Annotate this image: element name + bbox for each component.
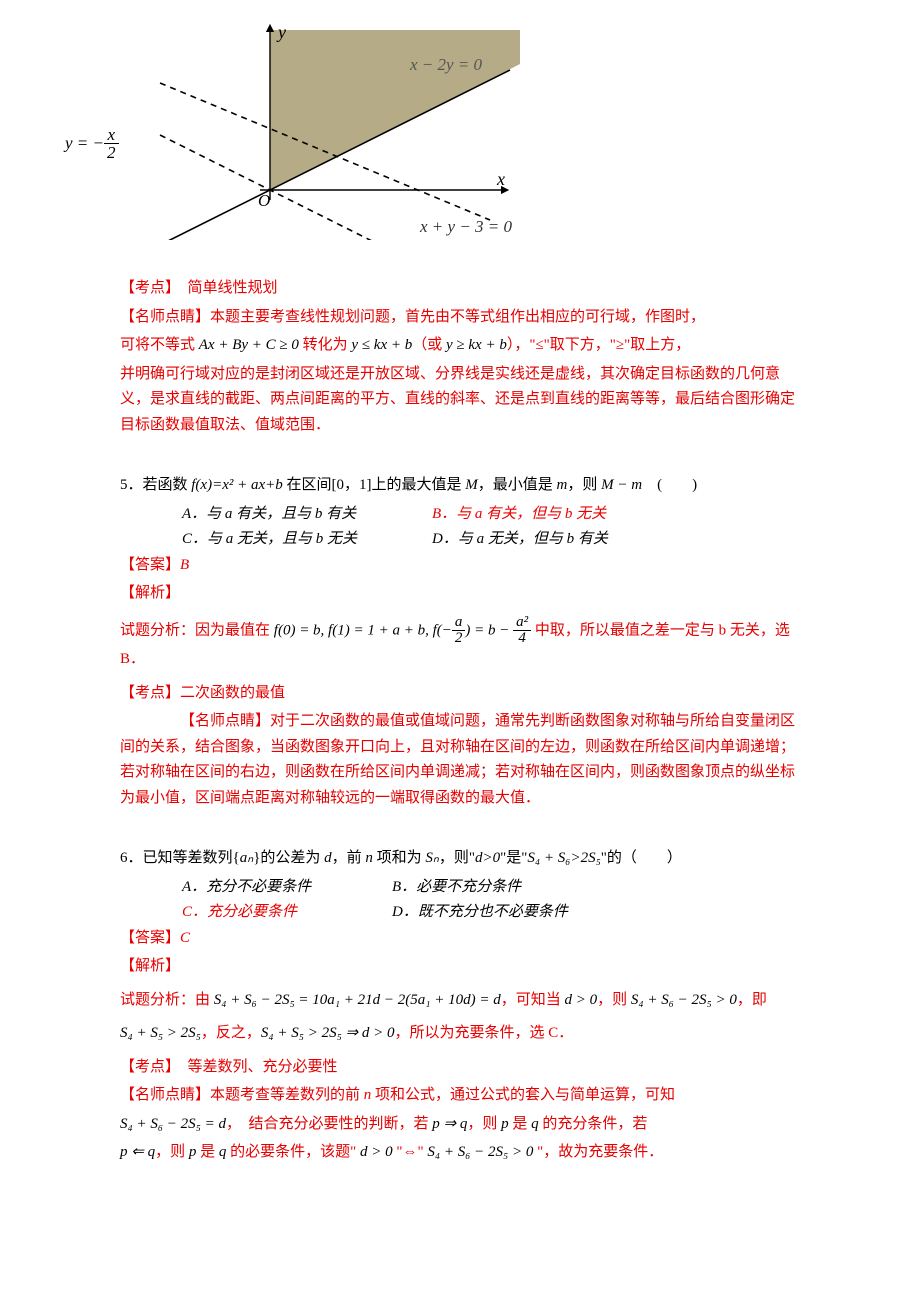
q5-options: A．与 a 有关，且与 b 有关 B．与 a 有关，但与 b 无关 C．与 a … <box>120 502 800 553</box>
dianjing-1-line3: 并明确可行域对应的是封闭区域还是开放区域、分界线是实线还是虚线，其次确定目标函数… <box>120 362 800 439</box>
q6-options: A．充分不必要条件 B．必要不充分条件 C．充分必要条件 D．既不充分也不必要条… <box>120 875 800 926</box>
q6-opt-d: D．既不充分也不必要条件 <box>392 900 568 926</box>
eq-label-1: x − 2y = 0 <box>409 55 483 74</box>
q5-kaodian: 【考点】二次函数的最值 <box>120 681 800 707</box>
q6-analysis-1: 试题分析：由 S₄ + S₆ − 2S₅ = 10a₁ + 21d − 2(5a… <box>120 988 800 1014</box>
y-axis-label: y <box>276 22 286 42</box>
q6-opt-b: B．必要不充分条件 <box>392 875 521 901</box>
q5-dianjing: 【名师点睛】对于二次函数的最值或值域问题，通常先判断函数图象对称轴与所给自变量闭… <box>120 709 800 811</box>
dianjing-1-line2: 可将不等式 Ax + By + C ≥ 0 转化为 y ≤ kx + b（或 y… <box>120 333 800 359</box>
shaded-region <box>270 30 520 190</box>
chart-svg: O y x x − 2y = 0 x + y − 3 = 0 <box>150 20 520 240</box>
q5-opt-c: C．与 a 无关，且与 b 无关 <box>182 527 432 553</box>
q6-stem: 6．已知等差数列{aₙ}的公差为 d，前 n 项和为 Sₙ，则"d>0"是"S₄… <box>120 846 800 872</box>
q6-opt-c: C．充分必要条件 <box>182 900 392 926</box>
q6-kaodian: 【考点】 等差数列、充分必要性 <box>120 1055 800 1081</box>
q6-dianjing-3: p ⇐ q，则 p 是 q 的必要条件，该题" d > 0 "⇔" S₄ + S… <box>120 1140 800 1166</box>
q6-answer: 【答案】C <box>120 926 800 952</box>
q5-opt-b: B．与 a 有关，但与 b 无关 <box>432 502 606 528</box>
kaodian-1: 【考点】 简单线性规划 <box>120 276 800 302</box>
q6-dianjing-1: 【名师点睛】本题考查等差数列的前 n 项和公式，通过公式的套入与简单运算，可知 <box>120 1083 800 1109</box>
feasible-region-chart: O y x x − 2y = 0 x + y − 3 = 0 y = −x2 <box>150 20 800 286</box>
q5-analysis: 试题分析：因为最值在 f(0) = b, f(1) = 1 + a + b, f… <box>120 615 800 673</box>
q6-dianjing-2: S₄ + S₆ − 2S₅ = d， 结合充分必要性的判断，若 p ⇒ q，则 … <box>120 1112 800 1138</box>
q6-opt-a: A．充分不必要条件 <box>182 875 392 901</box>
q5-jiexi-label: 【解析】 <box>120 581 800 607</box>
q5-answer: 【答案】B <box>120 553 800 579</box>
eq-label-2: x + y − 3 = 0 <box>419 217 513 236</box>
q6-analysis-2: S₄ + S₅ > 2S₅，反之，S₄ + S₅ > 2S₅ ⇒ d > 0，所… <box>120 1021 800 1047</box>
q5-opt-a: A．与 a 有关，且与 b 有关 <box>182 502 432 528</box>
origin-label: O <box>258 191 270 210</box>
dianjing-1-line1: 【名师点睛】本题主要考查线性规划问题，首先由不等式组作出相应的可行域，作图时， <box>120 305 800 331</box>
q5-stem: 5．若函数 f(x)=x² + ax+b 在区间[0，1]上的最大值是 M，最小… <box>120 473 800 499</box>
x-axis-label: x <box>496 169 505 189</box>
q6-jiexi-label: 【解析】 <box>120 954 800 980</box>
eq-label-3: y = −x2 <box>65 126 145 163</box>
q5-opt-d: D．与 a 无关，但与 b 有关 <box>432 527 608 553</box>
